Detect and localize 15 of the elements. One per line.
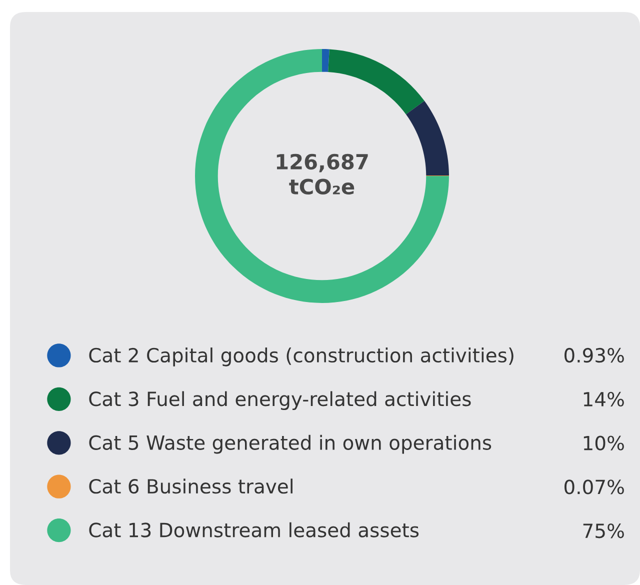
donut-slice (328, 49, 424, 114)
legend-label: Cat 5 Waste generated in own operations (89, 434, 492, 454)
data-label: 14% (584, 392, 624, 407)
legend-label: Cat 3 Fuel and energy-related activities (89, 391, 471, 410)
data-label: 10% (584, 436, 624, 450)
donut-slice (322, 49, 330, 72)
legend-label: Cat 13 Downstream leased assets (89, 522, 419, 538)
text: 126,687 tCO₂e (276, 154, 368, 194)
donut-slice (406, 100, 449, 176)
data-label: 75% (583, 523, 624, 538)
data-label: 0.93% (564, 348, 624, 363)
legend-label: Cat 6 Business travel (89, 478, 292, 494)
donut-slice (195, 49, 449, 303)
legend-label: Cat 2 Capital goods (construction activities) (89, 348, 514, 366)
data-label: 0.07% (564, 480, 624, 494)
